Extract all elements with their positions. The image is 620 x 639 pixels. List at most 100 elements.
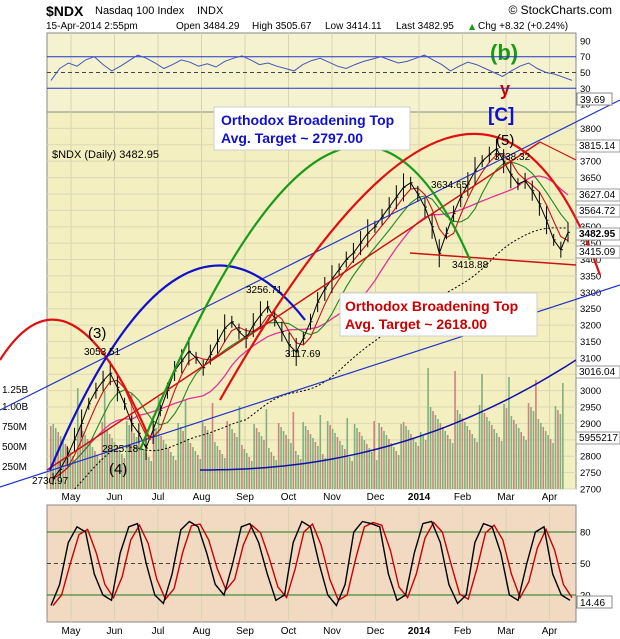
volume-bar: [366, 444, 368, 489]
volume-bar: [69, 452, 72, 489]
volume-bar: [395, 451, 398, 489]
volume-bar: [277, 423, 280, 489]
volume-bar: [295, 451, 297, 489]
label-3634: 3634.65: [431, 180, 468, 191]
volume-bar: [268, 448, 270, 489]
stochastic-tick-label: 80: [580, 528, 591, 539]
volume-bar: [442, 427, 444, 489]
price-gridlines: [47, 127, 576, 490]
volume-bar: [522, 436, 525, 489]
volume-bar: [128, 425, 130, 489]
volume-bar: [358, 432, 361, 489]
volume-bar: [456, 410, 459, 489]
volume-bar: [473, 438, 476, 489]
volume-bar: [184, 400, 187, 489]
volume-bar: [133, 433, 135, 489]
volume-bar: [211, 403, 214, 489]
rsi-tick-label: 30: [580, 84, 591, 95]
volume-bar: [250, 461, 253, 489]
volume-bar: [246, 453, 248, 489]
x-tick-label: Dec: [367, 492, 385, 503]
volume-tick-label: 1.00B: [2, 402, 28, 413]
exchange-label: INDX: [197, 5, 224, 17]
right-value-label: 3564.72: [575, 204, 620, 218]
volume-bar: [174, 460, 177, 489]
volume-bar: [187, 439, 189, 489]
volume-bar: [410, 434, 412, 489]
bottom-box-line2: Avg. Target ~ 2618.00: [345, 316, 487, 332]
volume-bar: [138, 441, 140, 489]
volume-bar: [314, 442, 317, 489]
volume-bar: [103, 391, 106, 489]
wave-c-label: [C]: [488, 105, 514, 126]
volume-bar: [500, 441, 503, 489]
volume-bar: [461, 418, 464, 489]
volume-bar: [493, 429, 496, 489]
volume-bar: [329, 425, 331, 489]
price-tick-label: 3300: [580, 288, 601, 299]
volume-bar: [400, 424, 402, 489]
volume-bar: [94, 451, 96, 489]
x-tick-label: Nov: [323, 626, 341, 637]
svg-text:3482.95: 3482.95: [579, 229, 616, 240]
date-label: 15-Apr-2014 2:55pm: [46, 21, 138, 32]
volume-bar: [309, 434, 312, 489]
wave-5-label: (5): [496, 132, 514, 149]
volume-ma-line: [200, 359, 576, 471]
volume-bar: [471, 434, 473, 489]
stochastic-last-value-text: 14.46: [580, 598, 605, 609]
volume-bar: [260, 436, 263, 489]
top-annotation-box: Orthodox Broadening Top Avg. Target ~ 27…: [213, 106, 411, 151]
volume-bar: [96, 455, 99, 489]
open-label: Open 3484.29: [176, 21, 240, 32]
volume-bar: [143, 449, 145, 489]
volume-bar: [439, 423, 442, 489]
volume-bar: [498, 437, 500, 489]
x-tick-label: Apr: [542, 492, 558, 503]
ma-red-line: [52, 154, 569, 480]
volume-bar: [299, 459, 302, 489]
rsi-last-value: 39.69: [576, 92, 613, 106]
volume-bar: [145, 453, 148, 489]
volume-bar: [182, 431, 184, 489]
volume-bar: [344, 449, 346, 489]
volume-bar: [221, 454, 224, 489]
volume-bar: [432, 411, 434, 489]
volume-bar: [505, 408, 508, 489]
volume-bar: [282, 431, 285, 489]
volume-bar: [216, 446, 219, 489]
stochastic-slow-line: [52, 521, 573, 606]
volume-bar: [152, 424, 155, 489]
index-name: Nasdaq 100 Index: [95, 5, 185, 17]
bottom-box-line1: Orthodox Broadening Top: [345, 298, 518, 314]
volume-bar: [476, 442, 478, 489]
volume-bar: [380, 427, 383, 489]
volume-bar: [353, 424, 356, 489]
volume-bar: [361, 436, 363, 489]
volume-bar: [197, 455, 199, 489]
last-label: Last 3482.95: [396, 21, 454, 32]
volume-bar: [557, 410, 559, 489]
low-label: Low 3414.11: [325, 21, 382, 32]
volume-bar: [148, 457, 150, 489]
volume-bar: [510, 416, 513, 489]
volume-bar: [481, 374, 483, 489]
price-tick-label: 3150: [580, 337, 601, 348]
volume-bar: [312, 438, 314, 489]
volume-bar: [307, 430, 309, 489]
volume-bar: [486, 417, 488, 489]
volume-bar: [513, 420, 515, 489]
volume-bar: [562, 383, 564, 489]
symbol-title: $NDX: [46, 3, 84, 19]
volume-bar: [179, 427, 182, 489]
price-legend: $NDX (Daily) 3482.95: [52, 149, 159, 161]
x-tick-label: May: [62, 492, 81, 503]
right-value-label: 5955217: [575, 431, 620, 445]
x-tick-label: Mar: [497, 626, 515, 637]
volume-bar: [348, 457, 351, 489]
x-tick-label: 2014: [408, 626, 431, 637]
volume-bar: [429, 407, 432, 489]
volume-bar: [378, 423, 380, 489]
volume-bar: [99, 459, 101, 489]
volume-bar: [233, 433, 236, 489]
